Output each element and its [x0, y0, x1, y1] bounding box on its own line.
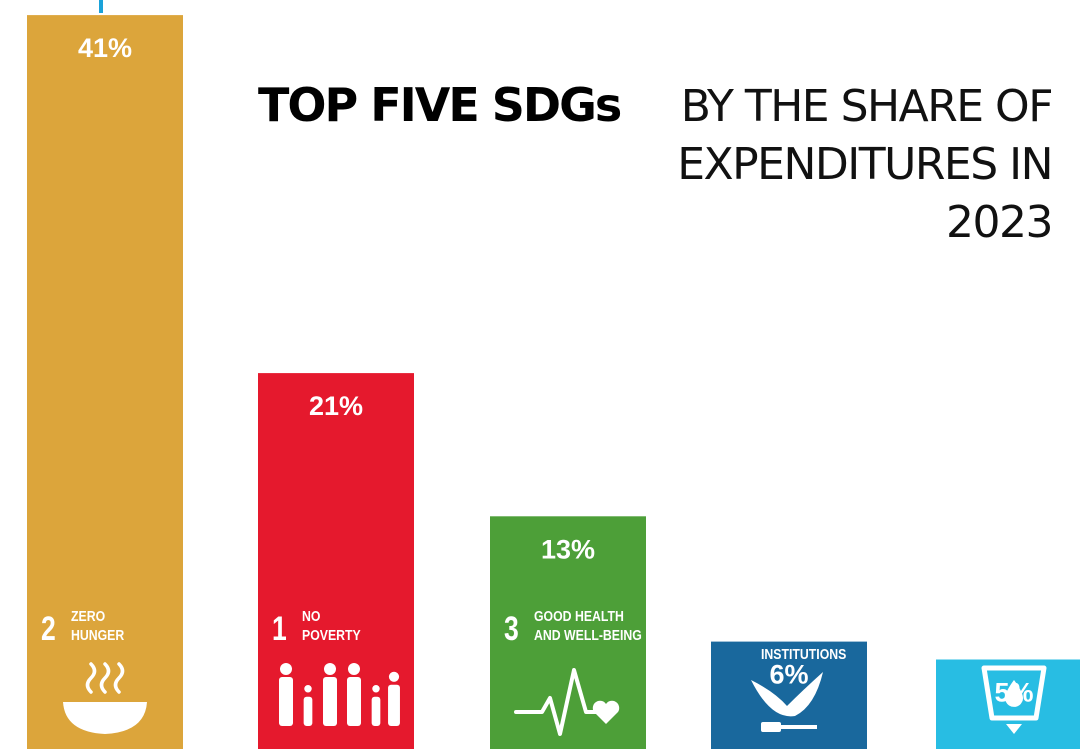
soup-bowl-icon	[63, 662, 147, 734]
person-body	[347, 677, 361, 726]
sdg-number-4: 16	[725, 610, 755, 648]
sdg-label-line-2-1: NO	[302, 608, 321, 624]
bar-group-2: 21% 1 NO POVERTY	[258, 373, 414, 749]
chart-title-line-1: BY THE SHARE OF	[680, 81, 1054, 132]
sdg-label-line-4-1: PEACE, JUSTICE	[761, 608, 862, 624]
gavel-handle	[781, 725, 817, 729]
person-body	[388, 684, 400, 726]
bar-1	[27, 15, 183, 749]
person-body	[323, 677, 337, 726]
drip-arrow	[1006, 724, 1022, 734]
water-glass-icon	[981, 665, 1047, 734]
glass-shape	[981, 665, 1047, 721]
steam-line	[85, 662, 97, 694]
bar-4	[711, 641, 867, 749]
steam-line	[113, 662, 125, 694]
sdg-number-1: 2	[41, 610, 56, 648]
person-head	[324, 663, 336, 675]
sdg-number-3: 3	[504, 610, 519, 648]
sdg-label-line-1-1: ZERO	[71, 608, 105, 624]
sdg-label-line-4-3: INSTITUTIONS	[761, 646, 846, 662]
person-head	[304, 685, 312, 693]
sdg-label-line-2-2: POVERTY	[302, 627, 361, 643]
value-label-1: 41%	[78, 33, 132, 63]
axis-tick	[99, 0, 103, 13]
value-label-2: 21%	[309, 391, 363, 421]
sdg-label-line-4-2: AND STRONG	[761, 627, 844, 643]
sdg-label-line-3-1: GOOD HEALTH	[534, 608, 624, 624]
person-head	[388, 671, 400, 682]
person-head	[280, 663, 292, 675]
heart-shape	[592, 700, 620, 724]
chart-title-line-2: EXPENDITURES IN	[677, 139, 1053, 190]
sdg-label-line-1-2: HUNGER	[71, 627, 124, 643]
sdg-number-5: 6	[950, 610, 965, 648]
heartbeat-icon	[514, 668, 620, 736]
person-head	[348, 663, 360, 675]
value-label-3: 13%	[541, 534, 595, 564]
sdg-label-line-3-2: AND WELL-BEING	[534, 627, 642, 643]
sdg-number-2: 1	[272, 610, 287, 648]
water-drop	[1005, 680, 1023, 707]
value-label-4: 6%	[769, 660, 808, 690]
person-body	[371, 696, 381, 726]
family-icon	[279, 663, 400, 726]
chart-title-bold: TOP FIVE SDGs	[258, 78, 622, 132]
sdg-label-line-5-1: CLEAN WATER	[980, 608, 1069, 624]
bar-group-1: 41% 2 ZERO HUNGER	[27, 15, 183, 749]
bar-group-3: 13% 3 GOOD HEALTH AND WELL-BEING	[490, 516, 646, 749]
person-head	[372, 685, 380, 693]
bar-group-4: 6% 16 PEACE, JUSTICE AND STRONG INSTITUTIONS	[711, 608, 867, 749]
chart-title-line-3: 2023	[946, 197, 1053, 248]
sdg-label-line-5-2: AND SANITATION	[980, 627, 1080, 643]
person-body	[279, 677, 293, 726]
steam-line	[99, 662, 111, 694]
dove-shape	[751, 672, 823, 717]
dove-gavel-icon	[751, 672, 823, 732]
chart-title-light: BY THE SHARE OF EXPENDITURES IN 2023	[632, 78, 1054, 252]
pulse-line	[514, 668, 598, 736]
person-body	[303, 696, 313, 726]
bowl-shape	[63, 702, 147, 734]
gavel-head	[761, 722, 781, 732]
